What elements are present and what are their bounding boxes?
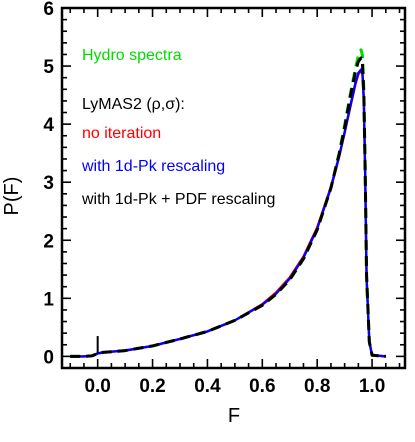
plot-frame	[60, 6, 407, 370]
x-tick-label: 0.8	[304, 376, 330, 397]
y-tick-label: 6	[43, 0, 54, 20]
x-tick-label: 0.2	[139, 376, 165, 397]
x-tick-label: 0.6	[249, 376, 275, 397]
x-axis-label: F	[228, 405, 240, 427]
x-tick-label: 1.0	[359, 376, 385, 397]
y-tick-label: 1	[43, 289, 54, 310]
x-tick-label: 0.4	[194, 376, 221, 397]
y-tick-label: 5	[43, 57, 54, 78]
legend-heading: LyMAS2 (ρ,σ):	[82, 96, 185, 113]
y-tick-label: 0	[43, 347, 54, 368]
legend-entry-1d-pk-pdf: with 1d-Pk + PDF rescaling	[81, 191, 275, 208]
y-axis-label: P(F)	[1, 177, 23, 216]
y-tick-label: 2	[43, 231, 54, 252]
axes: 0.0 0.2 0.4 0.6 0.8 1.0 0 1 2 3 4 5 6	[43, 0, 407, 397]
y-tick-label: 4	[43, 115, 54, 136]
series-line-2	[70, 68, 386, 358]
legend-entry-no-iteration: no iteration	[82, 125, 161, 142]
data-lines	[70, 48, 386, 358]
y-tick-label: 3	[43, 173, 54, 194]
x-tick-label: 0.0	[84, 376, 110, 397]
series-line-3	[70, 56, 386, 358]
legend-entry-1d-pk: with 1d-Pk rescaling	[81, 158, 225, 175]
legend: Hydro spectra LyMAS2 (ρ,σ): no iteration…	[81, 47, 275, 208]
series-line-1	[70, 69, 386, 358]
legend-entry-hydro: Hydro spectra	[82, 47, 182, 64]
